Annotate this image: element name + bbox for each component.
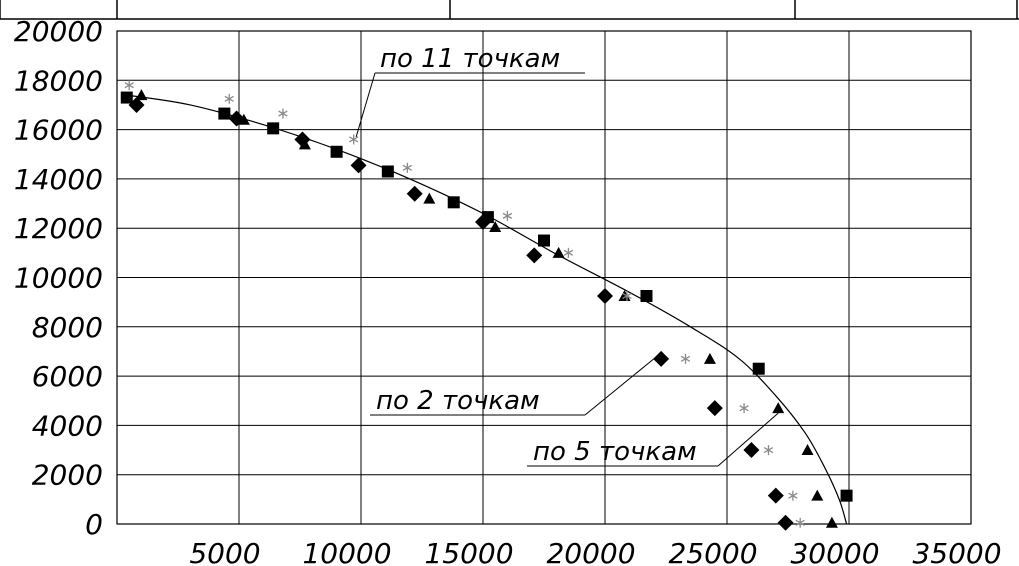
data-point-square — [381, 165, 394, 178]
data-point-square — [267, 122, 280, 135]
x-tick-label: 15000 — [424, 537, 513, 566]
x-axis-tick-labels: 5000 10000 15000 20000 25000 30000 35000 — [189, 537, 1001, 566]
y-tick-label: 18000 — [14, 64, 103, 97]
y-axis-tick-labels: 0 2000 4000 6000 8000 10000 12000 14000 16000 180… — [14, 15, 103, 541]
annotation-leader — [355, 72, 376, 138]
data-point-asterisk — [788, 490, 798, 501]
table-border-strip — [0, 0, 1019, 20]
data-point-asterisk — [563, 247, 574, 258]
annotation-label: по 5 точкам — [533, 437, 697, 467]
data-point-diamond — [597, 287, 613, 304]
y-tick-label: 4000 — [32, 409, 103, 442]
data-point-triangle — [237, 113, 250, 125]
data-point-square — [218, 107, 231, 120]
y-tick-label: 6000 — [32, 360, 103, 393]
data-point-diamond — [653, 350, 670, 367]
data-point-asterisk — [739, 403, 749, 414]
data-point-triangle — [552, 246, 565, 258]
data-point-triangle — [298, 138, 311, 150]
data-point-diamond — [406, 185, 423, 202]
data-point-square — [840, 489, 853, 502]
data-point-diamond — [743, 442, 760, 459]
annotation: по 2 точкам — [370, 358, 655, 416]
data-point-triangle — [135, 89, 148, 101]
data-point-asterisk — [502, 210, 513, 221]
data-point-diamond — [475, 214, 491, 231]
data-point-triangle — [772, 402, 785, 414]
data-point-square — [752, 362, 765, 375]
data-point-asterisk — [763, 445, 774, 456]
data-point-asterisk — [795, 517, 805, 528]
data-point-triangle — [825, 516, 838, 528]
fit-curve-line — [126, 94, 848, 525]
data-point-triangle — [811, 489, 824, 501]
data-point-square — [330, 145, 343, 158]
data-point-square — [538, 234, 550, 247]
data-point-diamond — [706, 400, 723, 417]
x-tick-label: 25000 — [668, 537, 757, 566]
data-point-triangle — [703, 352, 716, 364]
y-tick-label: 0 — [85, 508, 103, 541]
plot-border — [116, 30, 972, 525]
data-point-asterisk — [402, 162, 413, 173]
y-tick-label: 10000 — [14, 262, 103, 295]
y-tick-label: 8000 — [32, 311, 103, 344]
plot-frame — [116, 30, 972, 525]
annotation-leader — [717, 412, 779, 467]
x-tick-label: 20000 — [546, 537, 635, 566]
x-tick-label: 5000 — [189, 537, 260, 566]
data-point-asterisk — [278, 108, 288, 119]
data-point-diamond — [526, 247, 543, 264]
annotations: по 11 точкам по 2 точкам по 5 точкам — [355, 44, 779, 467]
annotation-leader — [584, 358, 655, 416]
y-tick-label: 16000 — [14, 114, 103, 147]
x-tick-label: 30000 — [790, 537, 879, 566]
annotation: по 5 точкам — [527, 412, 779, 467]
data-point-asterisk — [124, 80, 134, 91]
data-point-triangle — [801, 444, 814, 456]
x-tick-label: 35000 — [912, 537, 1001, 566]
fit-curve — [126, 94, 848, 525]
data-point-square — [447, 196, 460, 209]
data-point-asterisk — [224, 93, 234, 104]
data-point-diamond — [777, 514, 794, 531]
data-point-asterisk — [349, 134, 359, 145]
data-point-triangle — [423, 192, 436, 204]
y-tick-label: 12000 — [14, 212, 103, 245]
data-point-diamond — [767, 487, 784, 504]
data-point-diamond — [128, 96, 145, 113]
data-point-asterisk — [680, 353, 691, 364]
y-tick-label: 20000 — [14, 15, 103, 48]
data-point-square — [120, 91, 133, 104]
annotation-label: по 11 точкам — [380, 44, 560, 74]
data-point-diamond — [350, 157, 367, 174]
data-point-square — [640, 289, 653, 302]
x-tick-label: 10000 — [302, 537, 391, 566]
y-tick-label: 14000 — [14, 163, 103, 196]
annotation: по 11 точкам — [355, 44, 585, 138]
annotation-label: по 2 точкам — [376, 386, 540, 416]
data-markers — [120, 80, 853, 531]
data-point-asterisk — [622, 290, 632, 301]
data-point-triangle — [489, 220, 502, 232]
y-tick-label: 2000 — [32, 459, 103, 492]
